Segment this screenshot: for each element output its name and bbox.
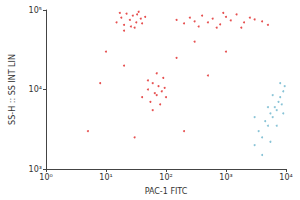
svg-text:10¹: 10¹: [99, 173, 112, 182]
svg-text:10⁴: 10⁴: [29, 85, 42, 94]
svg-text:10³: 10³: [219, 173, 232, 182]
svg-text:10²: 10²: [159, 173, 172, 182]
svg-text:PAC-1 FITC: PAC-1 FITC: [145, 187, 188, 196]
svg-text:10³: 10³: [28, 164, 42, 174]
svg-text:10⁰: 10⁰: [39, 173, 52, 182]
svg-text:SS-H :: SS INT LIN: SS-H :: SS INT LIN: [8, 54, 17, 125]
svg-text:10⁵: 10⁵: [29, 6, 42, 15]
svg-text:10⁴: 10⁴: [279, 173, 292, 182]
